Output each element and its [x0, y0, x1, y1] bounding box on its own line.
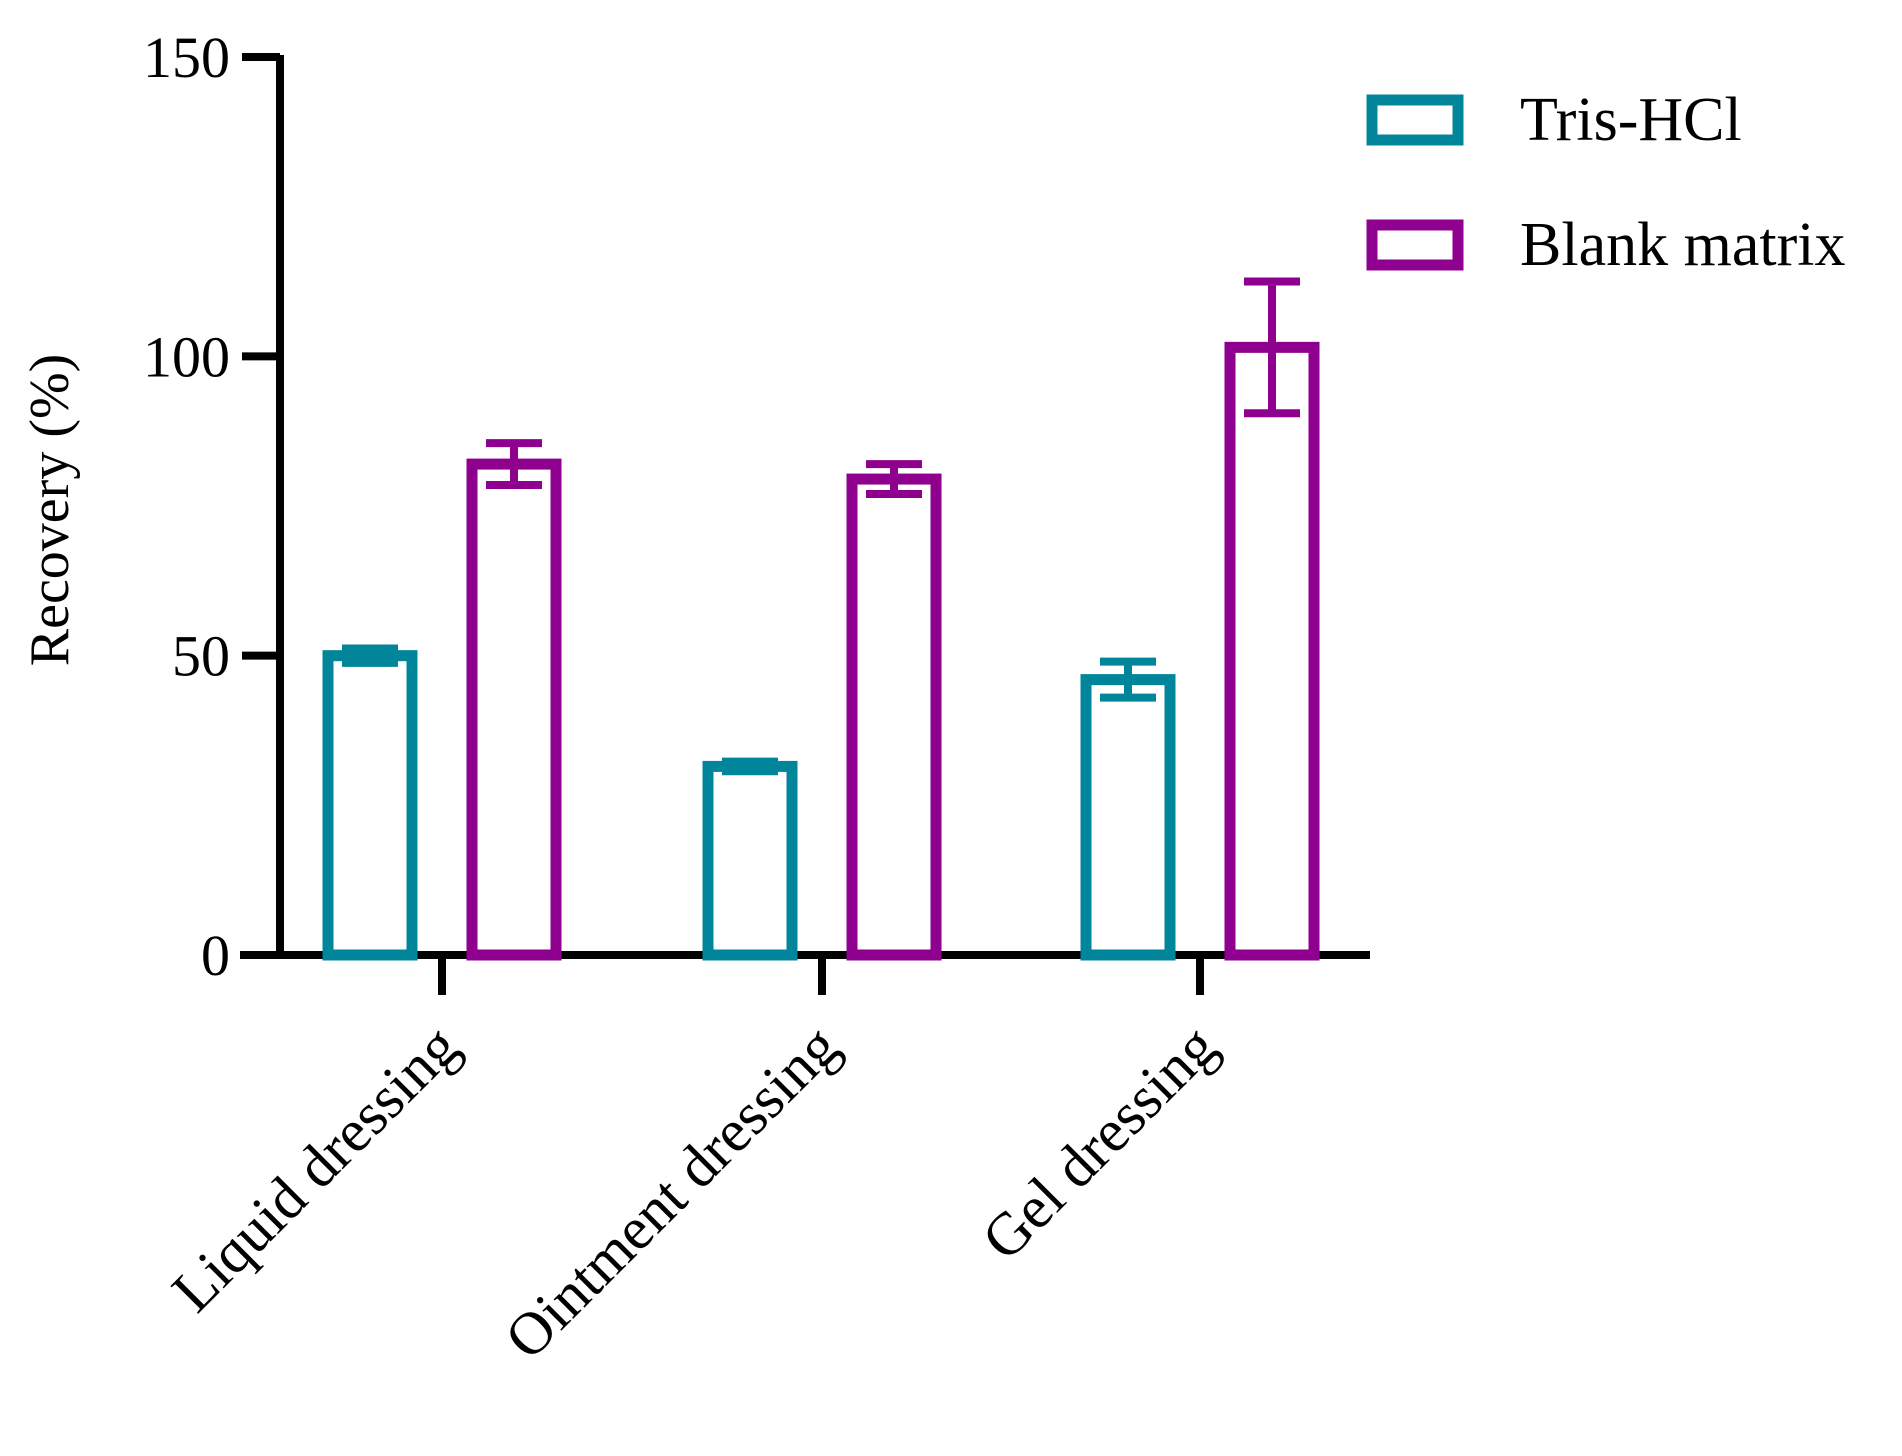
legend-label-blank-matrix: Blank matrix: [1520, 211, 1845, 279]
x-tick-label: Liquid dressing: [159, 1013, 471, 1325]
bars-layer: [322, 277, 1320, 961]
legend-label-tris-hcl: Tris-HCl: [1520, 86, 1742, 154]
x-tick-label: Ointment dressing: [492, 1013, 851, 1372]
legend: Tris-HCl Blank matrix: [1366, 86, 1845, 279]
bar-tris-hcl: [1080, 674, 1176, 961]
y-axis-title: Recovery (%): [19, 354, 81, 667]
y-tick-label: 0: [201, 923, 230, 988]
bar-tris-hcl: [702, 760, 798, 961]
y-tick-label: 100: [143, 324, 230, 389]
legend-swatch-tris-hcl: [1366, 94, 1464, 146]
y-tick-label: 150: [143, 25, 230, 90]
legend-swatch-blank-matrix: [1366, 219, 1464, 271]
x-tick-label: Gel dressing: [969, 1013, 1229, 1273]
bar-blank-matrix: [1224, 341, 1320, 961]
y-tick-label: 50: [172, 624, 230, 689]
bar-blank-matrix: [466, 458, 562, 961]
bar-tris-hcl: [322, 650, 418, 961]
bar-blank-matrix: [846, 473, 942, 961]
